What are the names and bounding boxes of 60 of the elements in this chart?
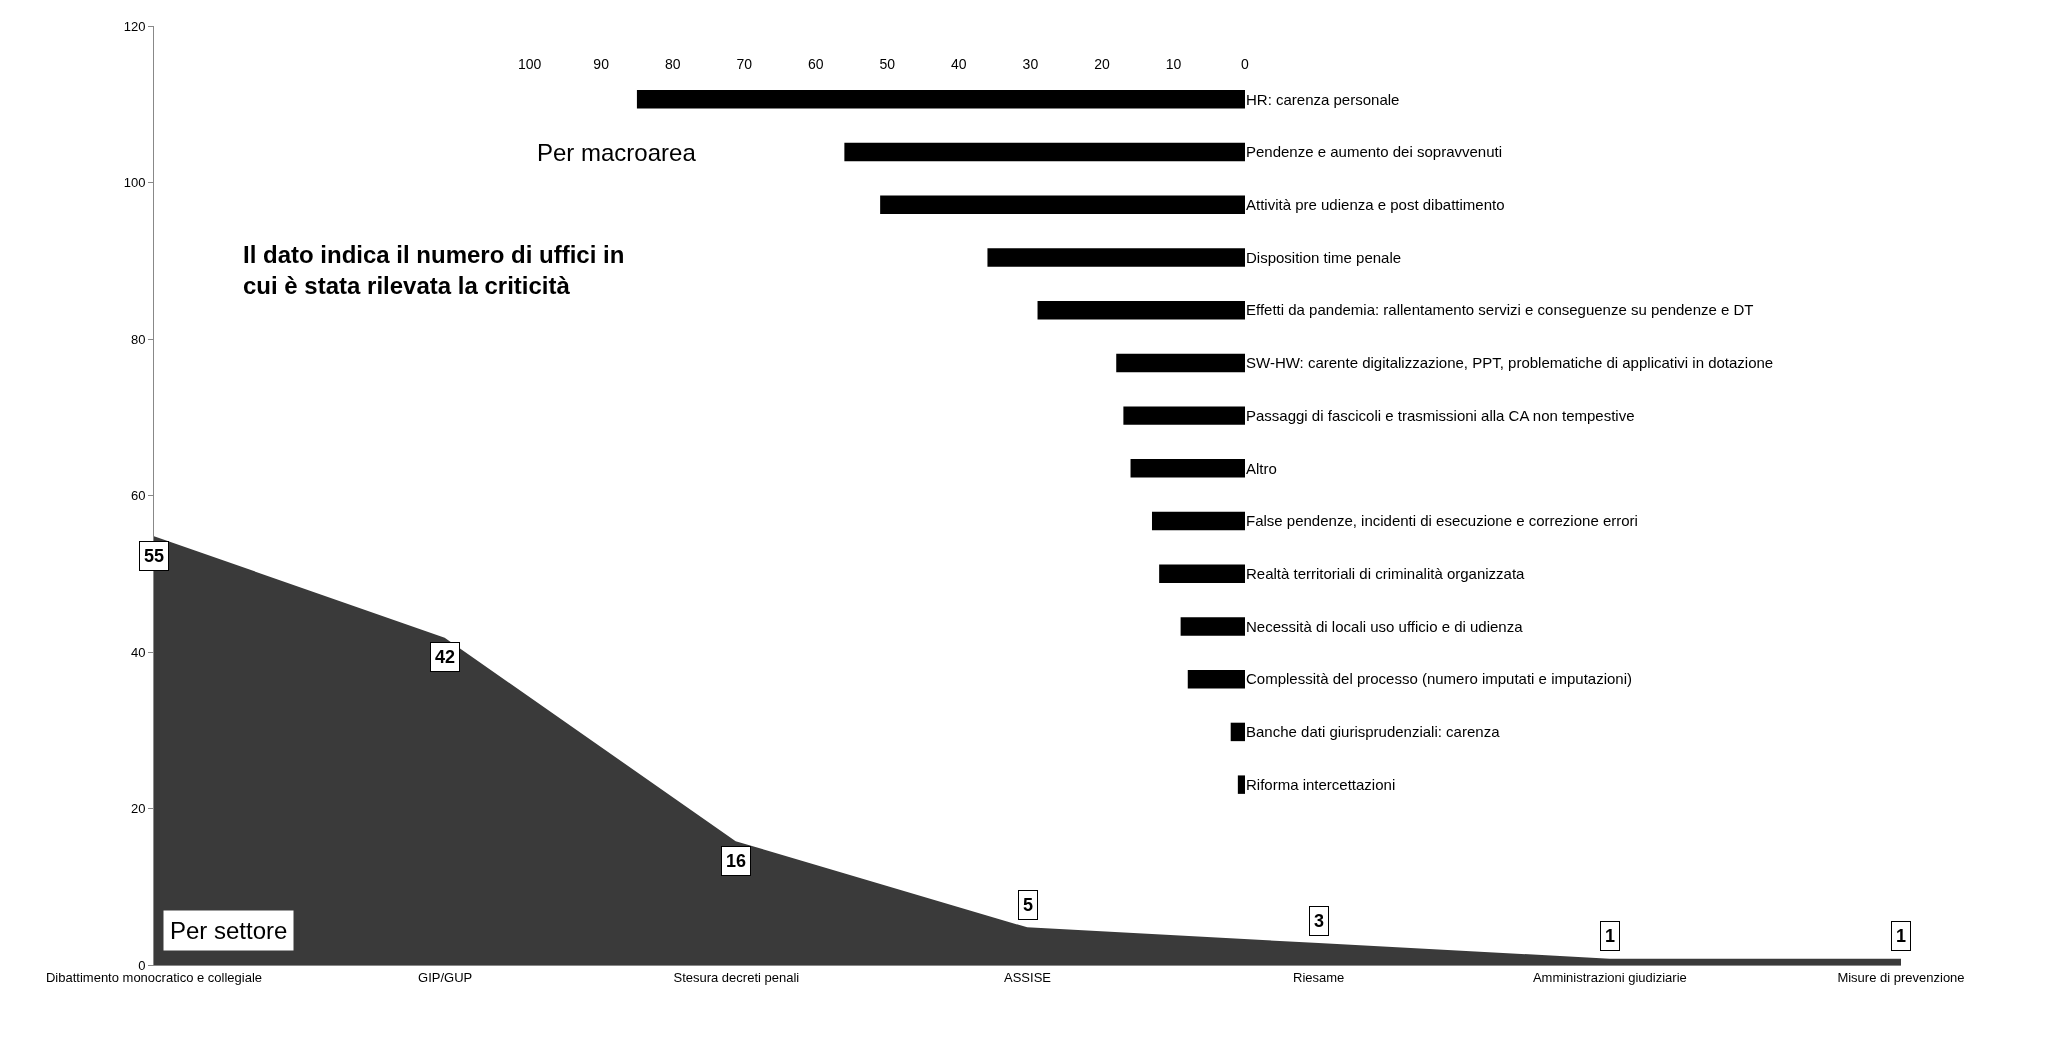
x-tick-label: 50 [879, 56, 896, 73]
y-tick-label: Complessità del processo (numero imputati e imputazioni) [1246, 670, 1633, 688]
bar [1123, 406, 1245, 425]
bar [1237, 775, 1245, 794]
y-tick-label: SW-HW: carente digitalizzazione, PPT, problematiche di applicativi in dotazione [1246, 354, 1774, 372]
y-tick-label: Realtà territoriali di criminalità organizzata [1246, 565, 1526, 583]
bar [987, 248, 1245, 267]
y-tick-label: False pendenze, incidenti di esecuzione e correzione errori [1246, 512, 1638, 530]
x-tick-label: 30 [1022, 56, 1039, 73]
annotation: Il dato indica il numero di uffici in cui è stata rilevata la criticità [243, 241, 625, 300]
x-tick-label: ASSISE [1004, 969, 1052, 985]
x-tick-label: 20 [1094, 56, 1110, 73]
text: Per settore [170, 917, 288, 944]
x-tick-label: 10 [1165, 56, 1182, 73]
y-tick-label: 20 [130, 801, 146, 817]
y-tick-label: Riforma intercettazioni [1246, 775, 1396, 793]
y-tick-label: Altro [1246, 459, 1277, 477]
bar [880, 195, 1245, 214]
bar [1151, 511, 1245, 531]
bar [1116, 353, 1245, 373]
x-tick-label: 100 [517, 56, 542, 73]
data-label: 55 [144, 546, 165, 566]
data-label: 1 [1605, 926, 1616, 946]
bar [1159, 564, 1245, 583]
y-tick-label: 60 [130, 488, 146, 504]
y-tick-label: 40 [130, 644, 146, 660]
bar [844, 142, 1245, 162]
bar [1130, 459, 1245, 478]
x-tick-label: Amministrazioni giudiziarie [1532, 969, 1687, 985]
bar [1230, 722, 1245, 742]
text: Per macroarea [537, 139, 697, 166]
data-label: 5 [1023, 895, 1034, 915]
data-label: 16 [726, 851, 747, 871]
y-tick-label: Attività pre udienza e post dibattimento [1246, 196, 1505, 213]
y-tick-label: Pendenze e aumento dei sopravvenuti [1246, 143, 1503, 161]
x-tick-label: Stesura decreti penali [673, 969, 800, 985]
x-tick-label: 40 [951, 56, 967, 73]
bar [1037, 300, 1245, 320]
x-tick-label: Riesame [1293, 969, 1345, 985]
data-label: 1 [1896, 926, 1907, 946]
y-tick-label: 100 [123, 175, 146, 191]
y-tick-label: HR: carenza personale [1246, 90, 1400, 108]
data-label: 3 [1314, 911, 1325, 931]
bar [636, 90, 1245, 109]
data-label: 42 [435, 647, 456, 667]
x-tick-label: Misure di prevenzione [1837, 969, 1965, 985]
y-tick-label: Disposition time penale [1246, 248, 1402, 266]
x-tick-label: 90 [593, 56, 610, 73]
y-tick-label: 80 [130, 331, 146, 347]
x-tick-label: 70 [736, 56, 753, 73]
x-tick-label: 80 [664, 56, 681, 73]
y-tick-label: Necessità di locali uso ufficio e di udienza [1246, 617, 1524, 635]
x-tick-label: 60 [807, 56, 824, 73]
x-tick-label: GIP/GUP [418, 969, 473, 985]
y-tick-label: Banche dati giurisprudenziali: carenza [1246, 723, 1501, 741]
y-tick-label: Passaggi di fascicoli e trasmissioni alla CA non tempestive [1246, 406, 1635, 424]
y-tick-label: Effetti da pandemia: rallentamento servizi e conseguenze su pendenze e DT [1246, 301, 1754, 319]
bar [1180, 617, 1245, 636]
bar [1187, 669, 1245, 689]
y-tick-label: 120 [123, 18, 146, 34]
